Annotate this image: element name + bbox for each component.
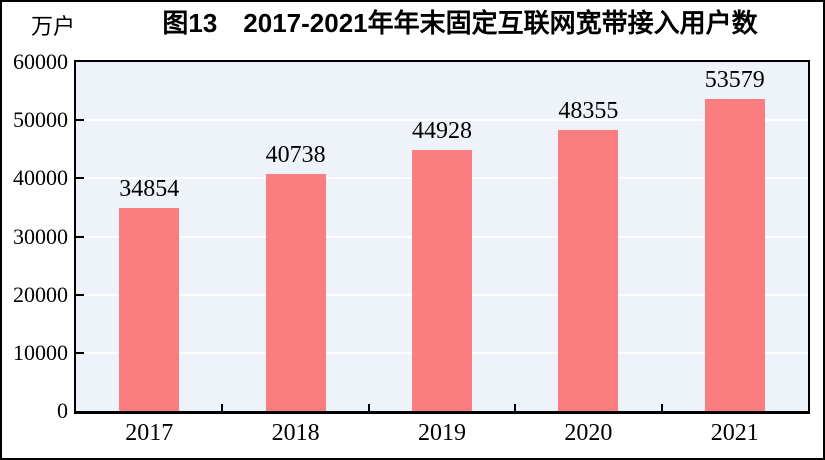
y-tick-mark [76,119,84,122]
y-axis-label: 50000 [13,107,68,133]
x-axis-label: 2019 [417,420,466,446]
y-tick-mark [76,351,84,354]
bar-2018 [265,174,326,411]
y-axis-unit-label: 万户 [31,14,76,39]
x-tick-mark [660,404,663,411]
y-axis-label: 0 [57,398,68,423]
y-axis-label: 60000 [13,49,68,74]
x-axis-label: 2021 [710,420,759,446]
bar-2020 [558,129,619,411]
y-tick-mark [76,177,84,180]
x-axis-label: 2017 [125,420,174,446]
x-tick-mark [367,404,370,411]
y-tick-mark [76,235,84,238]
bar-value-label: 34854 [119,176,180,203]
x-axis-label: 2018 [271,420,320,446]
chart-title: 图13 2017-2021年年末固定互联网宽带接入用户数 [162,8,758,38]
y-axis-label: 10000 [13,339,68,365]
bar-value-label: 40738 [265,142,326,169]
bar-value-label: 53579 [704,67,765,94]
y-tick-mark [76,293,84,296]
y-axis-label: 20000 [13,281,68,307]
gridline [76,119,808,122]
bar-2019 [412,149,472,411]
x-axis-label: 2020 [564,420,613,446]
bar-value-label: 44928 [411,117,472,144]
bar-2021 [704,99,765,411]
plot-area: 34854 40738 44928 48355 53579 [74,60,810,414]
bar-value-label: 48355 [558,97,619,124]
bar-2017 [119,208,180,411]
y-axis-label: 30000 [13,223,68,249]
x-tick-mark [221,404,224,411]
y-axis-label: 40000 [13,165,68,191]
x-tick-mark [514,404,517,411]
